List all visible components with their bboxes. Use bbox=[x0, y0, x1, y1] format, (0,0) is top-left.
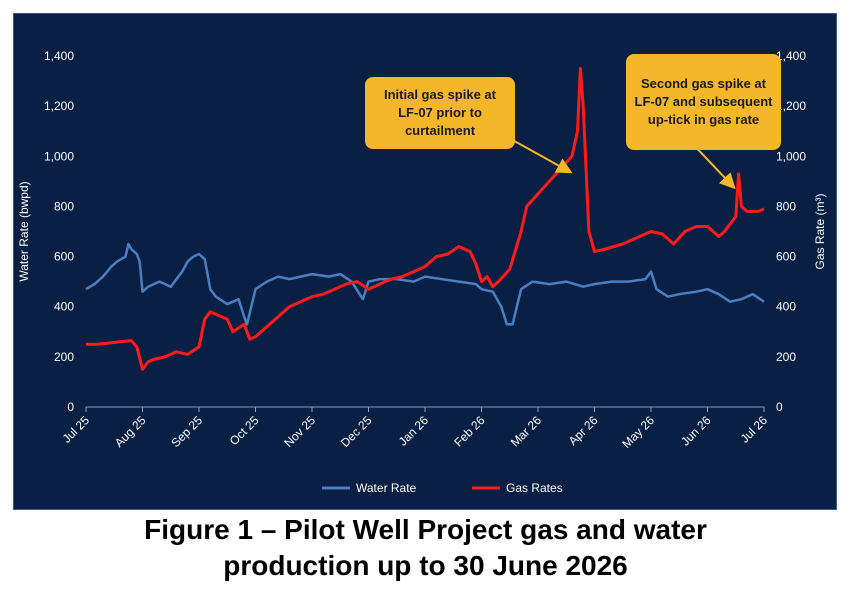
annotation-callout-second-spike: Second gas spike at LF-07 and subsequent… bbox=[626, 54, 781, 150]
x-tick-label: May 26 bbox=[619, 413, 657, 451]
x-axis-ticks: Jul 25 Aug 25 Sep 25 Oct 25 Nov 25 Dec 25 Jan … bbox=[60, 407, 771, 451]
x-tick-label: Jul 25 bbox=[60, 413, 93, 446]
x-tick-label: Nov 25 bbox=[281, 413, 318, 450]
legend-label: Gas Rates bbox=[506, 481, 563, 495]
right-tick-label: 1,200 bbox=[776, 99, 806, 113]
x-tick-label: Apr 26 bbox=[566, 413, 601, 448]
x-tick-label: Jun 26 bbox=[678, 413, 714, 449]
right-axis-ticks: 0 200 400 600 800 1,000 1,200 1,400 bbox=[776, 49, 806, 414]
right-tick-label: 400 bbox=[776, 300, 796, 314]
x-tick-label: Jul 26 bbox=[738, 413, 771, 446]
x-tick-label: Sep 25 bbox=[168, 413, 205, 450]
left-tick-label: 600 bbox=[54, 250, 74, 264]
series-line-gas-rates bbox=[86, 67, 765, 371]
left-tick-label: 200 bbox=[54, 350, 74, 364]
legend-label: Water Rate bbox=[356, 481, 417, 495]
left-tick-label: 1,200 bbox=[44, 99, 74, 113]
annotation-callout-initial-spike: Initial gas spike at LF-07 prior to curt… bbox=[365, 77, 515, 149]
right-axis-label: Gas Rate (m³) bbox=[813, 193, 827, 269]
caption-line-1: Figure 1 – Pilot Well Project gas and wa… bbox=[144, 514, 707, 545]
x-tick-label: Aug 25 bbox=[112, 413, 149, 450]
x-tick-label: Dec 25 bbox=[338, 413, 375, 450]
right-tick-label: 800 bbox=[776, 199, 796, 213]
legend: Water Rate Gas Rates bbox=[322, 481, 563, 495]
x-tick-label: Oct 25 bbox=[227, 413, 262, 448]
annotation-text: Second gas spike at LF-07 and subsequent… bbox=[634, 76, 773, 127]
right-tick-label: 200 bbox=[776, 350, 796, 364]
annotation-text: Initial gas spike at LF-07 prior to curt… bbox=[384, 87, 496, 138]
x-tick-label: Mar 26 bbox=[508, 413, 545, 450]
chart-panel: 0 200 400 600 800 1,000 1,200 1,400 0 200 400 600 8… bbox=[13, 13, 837, 510]
left-axis-label: Water Rate (bwpd) bbox=[17, 181, 31, 281]
x-tick-label: Feb 26 bbox=[451, 413, 488, 450]
series-layer bbox=[85, 67, 765, 371]
left-tick-label: 1,400 bbox=[44, 49, 74, 63]
x-tick-label: Jan 26 bbox=[396, 413, 432, 449]
left-axis-ticks: 0 200 400 600 800 1,000 1,200 1,400 bbox=[44, 49, 74, 414]
left-tick-label: 1,000 bbox=[44, 149, 74, 163]
left-tick-label: 0 bbox=[67, 400, 74, 414]
right-tick-label: 0 bbox=[776, 400, 783, 414]
caption-line-2: production up to 30 June 2026 bbox=[223, 550, 628, 581]
left-tick-label: 800 bbox=[54, 199, 74, 213]
series-line-water-rate bbox=[85, 242, 765, 326]
right-tick-label: 600 bbox=[776, 250, 796, 264]
left-tick-label: 400 bbox=[54, 300, 74, 314]
right-tick-label: 1,400 bbox=[776, 49, 806, 63]
figure-caption: Figure 1 – Pilot Well Project gas and wa… bbox=[0, 512, 851, 584]
right-tick-label: 1,000 bbox=[776, 149, 806, 163]
